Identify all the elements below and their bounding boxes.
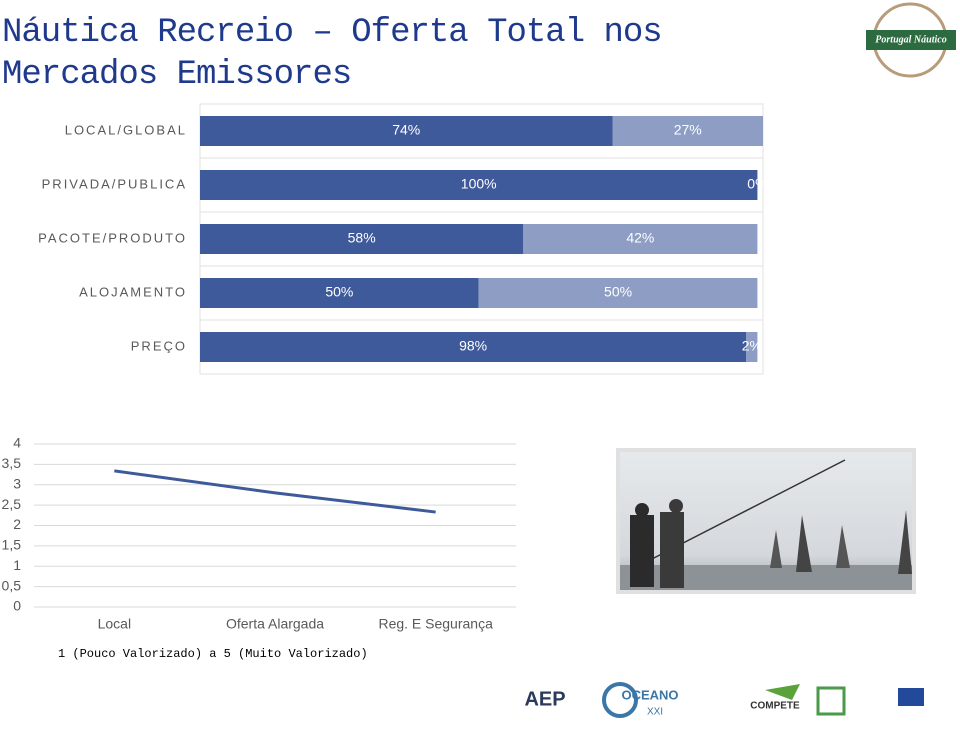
y-tick-label: 3,5 <box>2 455 22 471</box>
logo-text: COMPETE <box>750 701 800 712</box>
y-tick-label: 2,5 <box>2 496 22 512</box>
bar-segment <box>523 224 758 254</box>
slide-title: Náutica Recreio – Oferta Total nos Merca… <box>2 14 663 94</box>
value-label: 27% <box>674 122 702 138</box>
value-label: 0% <box>747 176 767 192</box>
y-tick-label: 3 <box>13 475 21 491</box>
category-label: PRIVADA/PUBLICA <box>42 176 187 191</box>
value-label: 50% <box>604 284 632 300</box>
value-label: 58% <box>348 230 376 246</box>
y-tick-label: 4 <box>13 435 21 451</box>
bar-segment <box>200 116 613 146</box>
y-tick-label: 1,5 <box>2 537 22 553</box>
bar-segment <box>612 116 763 146</box>
logo-text: Portugal Náutico <box>875 34 946 45</box>
logo-text: OCEANO <box>621 687 678 702</box>
logo-text: XXI <box>647 707 663 718</box>
category-label: PACOTE/PRODUTO <box>38 230 187 245</box>
y-tick-label: 0 <box>13 598 21 614</box>
value-label: 2% <box>742 338 762 354</box>
footer-logos: AEP OCEANO XXI COMPETE <box>524 682 924 718</box>
logo-text: AEP <box>524 688 565 710</box>
category-label: ALOJAMENTO <box>79 284 187 299</box>
value-label: 74% <box>392 122 420 138</box>
photo <box>616 448 916 594</box>
logo-portugal-nautico: Portugal Náutico <box>866 2 956 78</box>
x-tick-label: Oferta Alargada <box>226 616 324 632</box>
bar-segment <box>200 332 747 362</box>
bar-segment <box>478 278 758 308</box>
category-label: LOCAL/GLOBAL <box>65 122 187 137</box>
y-tick-label: 2 <box>13 516 21 532</box>
x-tick-label: Reg. E Segurança <box>378 616 493 632</box>
footnote: 1 (Pouco Valorizado) a 5 (Muito Valoriza… <box>58 647 368 661</box>
bar-segment <box>200 170 758 200</box>
value-label: 50% <box>325 284 353 300</box>
bar-segment <box>200 278 479 308</box>
value-label: 42% <box>626 230 654 246</box>
bar-segment <box>746 332 758 362</box>
x-tick-label: Local <box>98 616 131 632</box>
category-label: PREÇO <box>131 338 187 353</box>
value-label: 98% <box>459 338 487 354</box>
bar-segment <box>200 224 524 254</box>
y-tick-label: 1 <box>13 557 21 573</box>
value-label: 100% <box>461 176 497 192</box>
bars: 74% 27% 100% 0% 58% 42% 50% 50% 98% 2% <box>200 116 767 362</box>
line-series <box>114 469 436 514</box>
y-tick-label: 0,5 <box>2 577 22 593</box>
